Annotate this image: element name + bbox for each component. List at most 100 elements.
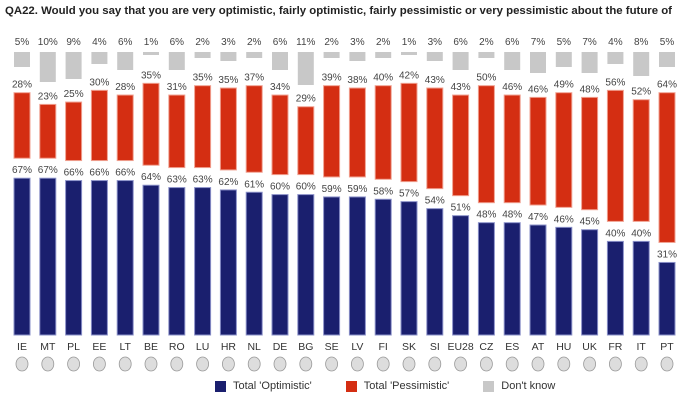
bar-pessimistic bbox=[245, 85, 263, 173]
flag-icon bbox=[454, 356, 468, 372]
bar-optimistic bbox=[348, 196, 366, 336]
bar-pessimistic bbox=[426, 87, 444, 190]
flag-icon bbox=[325, 356, 339, 372]
bar-dont-know bbox=[530, 52, 546, 73]
bar-optimistic bbox=[297, 194, 315, 336]
legend-label: Total 'Optimistic' bbox=[233, 380, 312, 392]
bar-optimistic bbox=[219, 189, 237, 336]
bar-dont-know bbox=[65, 52, 82, 79]
bar-pessimistic bbox=[194, 85, 212, 169]
bar-pessimistic bbox=[632, 99, 650, 222]
label-dont-know: 3% bbox=[221, 37, 236, 48]
label-dont-know: 8% bbox=[634, 37, 649, 48]
label-optimistic: 59% bbox=[322, 184, 342, 195]
bar-dont-know bbox=[168, 52, 185, 70]
bar-optimistic bbox=[90, 180, 108, 336]
bar-pessimistic bbox=[323, 85, 341, 178]
label-optimistic: 63% bbox=[167, 175, 187, 186]
label-pessimistic: 35% bbox=[218, 75, 238, 86]
bar-dont-know bbox=[633, 52, 650, 76]
label-pessimistic: 43% bbox=[451, 82, 471, 93]
label-dont-know: 2% bbox=[324, 37, 339, 48]
bar-optimistic bbox=[39, 177, 57, 336]
bar-optimistic bbox=[13, 177, 31, 336]
label-dont-know: 2% bbox=[247, 37, 262, 48]
category-label: PL bbox=[67, 341, 80, 353]
category-label: IE bbox=[17, 341, 27, 353]
bar-dont-know bbox=[14, 52, 30, 67]
flag-icon bbox=[221, 356, 235, 372]
flag-icon bbox=[247, 356, 261, 372]
bar-optimistic bbox=[606, 240, 624, 336]
category-label: SE bbox=[325, 341, 339, 353]
bar-dont-know bbox=[143, 52, 159, 55]
flag-icon bbox=[479, 356, 493, 372]
category-label: LT bbox=[119, 341, 131, 353]
bar-optimistic bbox=[555, 226, 573, 336]
flag-icon bbox=[609, 356, 622, 372]
bar-pessimistic bbox=[400, 82, 418, 183]
legend-label: Total 'Pessimistic' bbox=[363, 380, 450, 392]
label-dont-know: 5% bbox=[557, 37, 572, 48]
flag-icon bbox=[402, 356, 416, 372]
category-label: SI bbox=[430, 341, 440, 353]
bar-dont-know bbox=[194, 52, 211, 58]
bar-dont-know bbox=[426, 52, 443, 61]
flag-icon bbox=[170, 356, 184, 372]
flag-icon bbox=[376, 356, 390, 372]
bar-pessimistic bbox=[168, 94, 186, 169]
flag-icon bbox=[557, 356, 571, 372]
label-optimistic: 67% bbox=[38, 165, 58, 176]
label-pessimistic: 56% bbox=[605, 77, 625, 88]
category-label: SK bbox=[402, 341, 416, 353]
category-label: BG bbox=[298, 341, 313, 353]
bar-optimistic bbox=[632, 240, 650, 336]
bar-optimistic bbox=[581, 229, 599, 336]
bar-pessimistic bbox=[658, 92, 676, 243]
bar-pessimistic bbox=[39, 103, 57, 159]
bar-pessimistic bbox=[271, 94, 289, 176]
bar-dont-know bbox=[375, 52, 392, 58]
label-pessimistic: 43% bbox=[425, 75, 445, 86]
category-label: MT bbox=[40, 341, 56, 353]
bar-dont-know bbox=[401, 52, 417, 55]
label-pessimistic: 42% bbox=[399, 70, 419, 81]
category-label: DE bbox=[273, 341, 288, 353]
bar-optimistic bbox=[245, 191, 263, 336]
label-pessimistic: 48% bbox=[580, 84, 600, 95]
category-label: RO bbox=[169, 341, 185, 353]
flag-icon bbox=[350, 356, 364, 372]
label-dont-know: 5% bbox=[660, 37, 675, 48]
chart-title: QA22. Would you say that you are very op… bbox=[5, 5, 672, 17]
label-pessimistic: 52% bbox=[631, 87, 651, 98]
label-optimistic: 46% bbox=[554, 214, 574, 225]
legend: Total 'Optimistic' Total 'Pessimistic' D… bbox=[215, 380, 555, 392]
label-optimistic: 64% bbox=[141, 172, 161, 183]
label-optimistic: 66% bbox=[64, 168, 84, 179]
label-optimistic: 40% bbox=[605, 228, 625, 239]
bar-pessimistic bbox=[348, 87, 366, 178]
label-pessimistic: 49% bbox=[554, 80, 574, 91]
label-dont-know: 10% bbox=[38, 37, 58, 48]
bar-optimistic bbox=[142, 184, 160, 336]
bar-dont-know bbox=[297, 52, 314, 85]
label-dont-know: 6% bbox=[453, 37, 468, 48]
bar-pessimistic bbox=[65, 101, 83, 162]
label-pessimistic: 46% bbox=[502, 82, 522, 93]
label-dont-know: 2% bbox=[195, 37, 210, 48]
label-dont-know: 4% bbox=[608, 37, 623, 48]
category-label: FI bbox=[379, 341, 388, 353]
label-pessimistic: 35% bbox=[141, 70, 161, 81]
category-label: EU28 bbox=[447, 341, 473, 353]
legend-label: Don't know bbox=[501, 380, 556, 392]
bar-optimistic bbox=[323, 196, 341, 336]
label-dont-know: 6% bbox=[505, 37, 520, 48]
bar-optimistic bbox=[529, 224, 547, 336]
flag-icon bbox=[118, 356, 132, 372]
bar-dont-know bbox=[91, 52, 108, 64]
label-optimistic: 62% bbox=[218, 177, 238, 188]
legend-swatch bbox=[345, 380, 357, 392]
label-optimistic: 59% bbox=[347, 184, 367, 195]
bar-pessimistic bbox=[555, 92, 573, 208]
category-label: HR bbox=[221, 341, 237, 353]
